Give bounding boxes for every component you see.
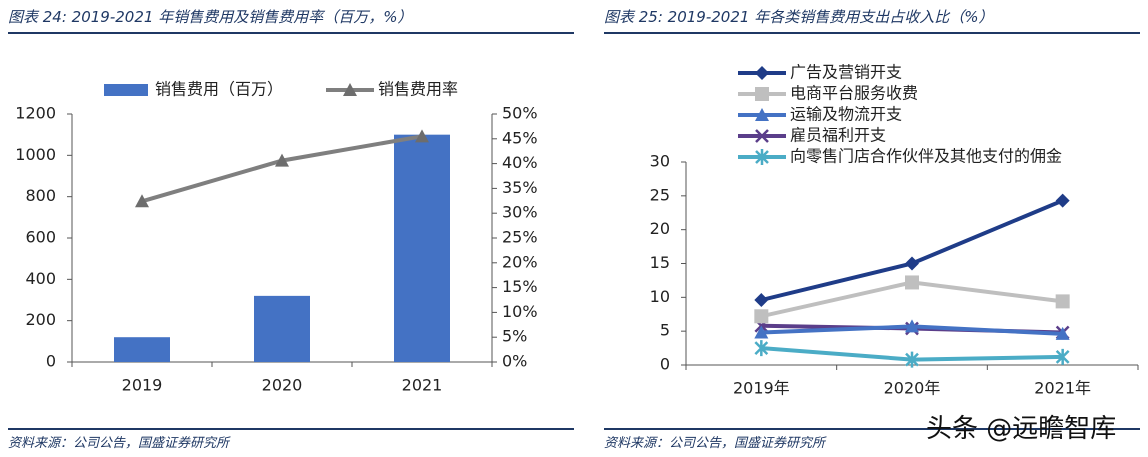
bar-2020 — [254, 295, 310, 362]
legend-label: 向零售门店合作伙伴及其他支付的佣金 — [790, 147, 1062, 166]
left-title-rule — [8, 32, 574, 34]
right-y-tick-label: 25% — [502, 228, 538, 247]
right-source-note: 资料来源：公司公告，国盛证券研究所 — [604, 436, 826, 451]
series-point — [754, 309, 769, 324]
left-y-tick-label: 1200 — [15, 104, 56, 123]
y-tick-label: 15 — [650, 253, 670, 272]
series-point — [905, 275, 919, 290]
y-tick-label: 5 — [660, 321, 670, 340]
left-y-tick-label: 600 — [25, 228, 56, 247]
series-point — [754, 325, 769, 339]
right-y-tick-label: 0% — [502, 352, 527, 371]
series-point — [754, 340, 769, 357]
x-tick-label: 2019年 — [733, 379, 790, 398]
legend-marker — [755, 87, 769, 101]
bar-2021 — [394, 134, 450, 362]
line-sales-expense-rate — [141, 134, 423, 204]
right-title-rule — [604, 32, 1140, 34]
legend-marker — [755, 66, 769, 80]
right-y-tick-label: 40% — [502, 153, 538, 172]
left-y-tick-label: 800 — [25, 186, 56, 205]
bar-2019 — [114, 337, 170, 362]
y-tick-label: 10 — [650, 287, 670, 306]
rate-point-2020 — [275, 153, 289, 167]
legend-line-label: 销售费用率 — [378, 80, 458, 99]
legend-bar-swatch — [104, 84, 148, 96]
legend-line-marker — [343, 83, 357, 96]
y-tick-label: 0 — [660, 355, 670, 374]
legend-marker — [755, 108, 769, 121]
right-y-tick-label: 5% — [502, 327, 527, 346]
legend-label: 电商平台服务收费 — [790, 84, 918, 103]
right-y-tick-label: 20% — [502, 252, 538, 271]
x-tick-label: 2019 — [122, 376, 163, 395]
left-y-tick-label: 1000 — [15, 145, 56, 164]
legend-marker — [755, 149, 769, 165]
series-point — [1055, 326, 1070, 340]
left-y-tick-label: 0 — [46, 352, 56, 371]
y-tick-label: 25 — [650, 185, 670, 204]
legend-marker — [755, 129, 769, 143]
right-y-tick-label: 30% — [502, 203, 538, 222]
right-y-tick-label: 15% — [502, 277, 538, 296]
rate-point-2021 — [415, 129, 429, 143]
series-point — [905, 256, 919, 271]
x-tick-label: 2021 — [402, 376, 443, 395]
right-y-tick-label: 35% — [502, 178, 538, 197]
legend-label: 雇员福利开支 — [790, 126, 886, 145]
legend-label: 广告及营销开支 — [790, 63, 902, 82]
rate-point-2019 — [135, 194, 149, 208]
right-chart-title: 图表 25: 2019-2021 年各类销售费用支出占收入比（%） — [604, 8, 994, 26]
left-source-note: 资料来源：公司公告，国盛证券研究所 — [8, 436, 230, 451]
x-tick-label: 2020年 — [884, 379, 941, 398]
series-point — [905, 319, 919, 333]
series-point — [1055, 348, 1070, 365]
legend-bar-label: 销售费用（百万） — [155, 80, 283, 99]
watermark-text: 头条 @远瞻智库 — [926, 414, 1117, 444]
right-footer-rule — [604, 428, 1140, 430]
y-tick-label: 20 — [650, 219, 670, 238]
right-y-tick-label: 45% — [502, 128, 538, 147]
right-y-tick-label: 50% — [502, 104, 538, 123]
left-chart-title: 图表 24: 2019-2021 年销售费用及销售费用率（百万，%） — [8, 8, 413, 26]
left-y-tick-label: 200 — [25, 310, 56, 329]
x-tick-label: 2021年 — [1034, 379, 1091, 398]
series-point — [905, 351, 919, 368]
left-footer-rule — [8, 428, 574, 430]
left-y-tick-label: 400 — [25, 269, 56, 288]
legend-label: 运输及物流开支 — [790, 105, 902, 124]
series-point — [1055, 294, 1070, 309]
right-y-tick-label: 10% — [502, 302, 538, 321]
series-point — [754, 293, 769, 308]
y-tick-label: 30 — [650, 152, 670, 171]
x-tick-label: 2020 — [262, 376, 303, 395]
series-point — [1055, 193, 1070, 208]
